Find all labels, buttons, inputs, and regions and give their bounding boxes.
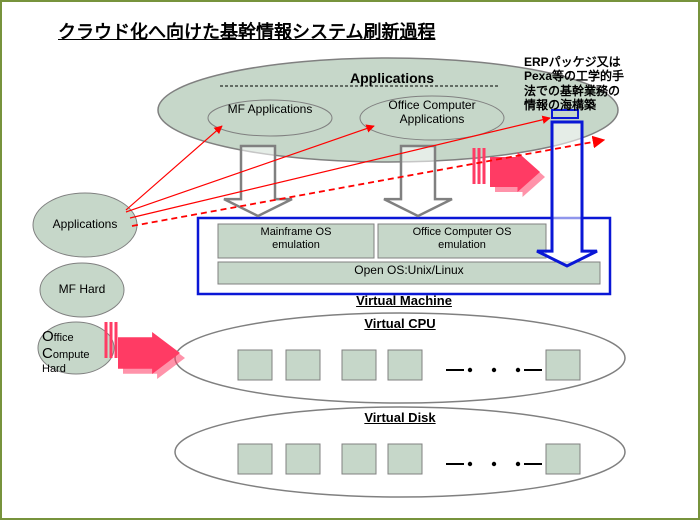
left-stack-label: Applications bbox=[33, 218, 137, 232]
vm-inner-label: Open OS:Unix/Linux bbox=[218, 264, 600, 278]
resource-box bbox=[286, 350, 320, 380]
resource-box bbox=[388, 444, 422, 474]
vgroup-title: Virtual CPU bbox=[320, 317, 480, 332]
page-title: クラウド化へ向けた基幹情報システム刷新過程 bbox=[58, 18, 435, 44]
resource-box bbox=[238, 350, 272, 380]
applications-title: Applications bbox=[350, 70, 434, 86]
vm-inner-label: Mainframe OS emulation bbox=[218, 226, 374, 251]
left-stack-label: OfficeComputeHard bbox=[42, 328, 110, 375]
left-stack-label: MF Hard bbox=[40, 283, 124, 297]
resource-box bbox=[238, 444, 272, 474]
resource-box bbox=[286, 444, 320, 474]
vm-inner-label: Office Computer OS emulation bbox=[378, 226, 546, 251]
sub-app-label: Office Computer Applications bbox=[360, 99, 504, 127]
vm-title: Virtual Machine bbox=[198, 294, 610, 309]
resource-box bbox=[342, 444, 376, 474]
vgroup-title: Virtual Disk bbox=[320, 411, 480, 426]
annotation-note: ERPパッケジ又は Pexa等の工学的手 法での基幹業務の 情報の海構築 bbox=[524, 55, 624, 113]
resource-box bbox=[388, 350, 422, 380]
sub-app-label: MF Applications bbox=[208, 103, 332, 117]
resource-box bbox=[546, 350, 580, 380]
resource-box bbox=[342, 350, 376, 380]
resource-box bbox=[546, 444, 580, 474]
